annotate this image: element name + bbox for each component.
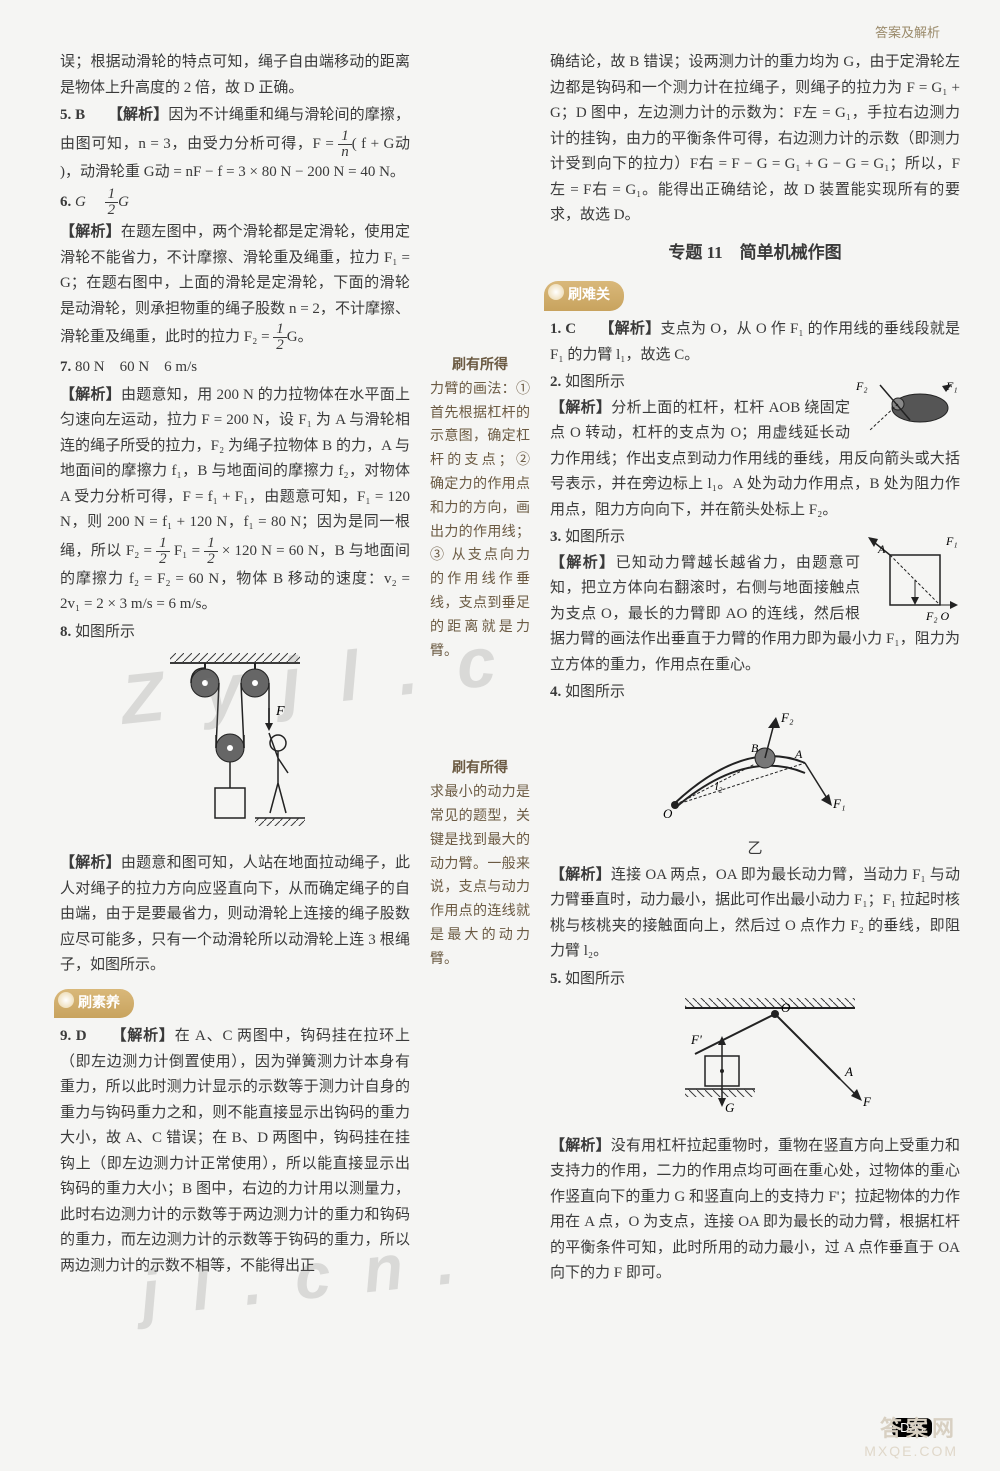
r4-caption: 乙 bbox=[550, 837, 960, 863]
svg-text:F: F bbox=[275, 704, 285, 719]
q7-frac-a: 12 bbox=[156, 536, 170, 567]
q7-exp-a: 由题意知，用 200 N 的力拉物体在水平面上匀速向左运动，拉力 F = 200… bbox=[60, 387, 410, 559]
r4: 4. 如图所示 bbox=[550, 680, 960, 706]
svg-text:A: A bbox=[844, 1064, 853, 1079]
r5-exp-text: 没有用杠杆拉起重物时，重物在竖直方向上受重力和支持力的作用，二力的作用点均可画在… bbox=[550, 1138, 960, 1282]
margin-note-1: 刷有所得 力臂的画法：① 首先根据杠杆的示意图，确定杠杆的支点；② 确定力的作用… bbox=[430, 354, 530, 663]
svg-text:F₂: F₂ bbox=[855, 379, 868, 393]
q7-ans: 80 N 60 N 6 m/s bbox=[75, 359, 197, 375]
q6-exp-text: 在题左图中，两个滑轮都是定滑轮，使用定滑轮不能省力，不计摩擦、滑轮重及绳重，拉力… bbox=[60, 224, 410, 345]
page: 误；根据动滑轮的特点可知，绳子自由端移动的距离是物体上升高度的 2 倍，故 D … bbox=[0, 0, 1000, 1319]
footer-cn: 答案网 bbox=[864, 1411, 958, 1443]
r5: 5. 如图所示 bbox=[550, 967, 960, 993]
q6-ans-a: G bbox=[75, 194, 86, 210]
q8-text: 如图所示 bbox=[75, 624, 135, 640]
r4-exp-label: 【解析】 bbox=[550, 867, 611, 883]
q4-continuation: 误；根据动滑轮的特点可知，绳子自由端移动的距离是物体上升高度的 2 倍，故 D … bbox=[60, 50, 410, 101]
topic-title: 专题 11 简单机械作图 bbox=[550, 239, 960, 268]
q8-num: 8. bbox=[60, 624, 71, 640]
svg-text:F₂ O: F₂ O bbox=[925, 609, 950, 623]
q8-exp-text: 由题意和图可知，人站在地面拉动绳子，此人对绳子的拉力方向应竖直向下，从而确定绳子… bbox=[60, 855, 410, 973]
svg-text:F₁: F₁ bbox=[832, 796, 845, 811]
q5-frac: 1n bbox=[338, 129, 352, 160]
q7-exp-label: 【解析】 bbox=[60, 387, 121, 403]
note1-title: 刷有所得 bbox=[430, 354, 530, 378]
r4-figure: O F₁ F₂ A B l₂ 乙 bbox=[550, 708, 960, 863]
q7-frac-b: 12 bbox=[204, 536, 218, 567]
q9-continuation: 确结论，故 B 错误；设两测力计的重力均为 G，由于定滑轮左边都是钩码和一个测力… bbox=[550, 50, 960, 229]
q7-num: 7. bbox=[60, 359, 71, 375]
q8-figure: F bbox=[60, 653, 410, 843]
r5-exp-label: 【解析】 bbox=[550, 1138, 611, 1154]
svg-text:F': F' bbox=[690, 1032, 702, 1047]
r3-figure: A F₁ F₂ O bbox=[860, 525, 960, 625]
q6-exp: 【解析】在题左图中，两个滑轮都是定滑轮，使用定滑轮不能省力，不计摩擦、滑轮重及绳… bbox=[60, 220, 410, 353]
q5: 5. B 【解析】因为不计绳重和绳与滑轮间的摩擦，由图可知，n = 3，由受力分… bbox=[60, 103, 410, 185]
r5-text: 如图所示 bbox=[565, 971, 625, 987]
q6-exp-label: 【解析】 bbox=[60, 224, 121, 240]
note1-body: 力臂的画法：① 首先根据杠杆的示意图，确定杠杆的支点；② 确定力的作用点和力的方… bbox=[430, 378, 530, 664]
footer-watermark: 答案网 MXQE.COM bbox=[864, 1411, 958, 1459]
svg-text:G: G bbox=[725, 1100, 735, 1115]
r4-num: 4. bbox=[550, 684, 561, 700]
note2-body: 求最小的动力是常见的题型，关键是找到最大的动力臂。一般来说，支点与动力作用点的连… bbox=[430, 781, 530, 971]
svg-text:A: A bbox=[877, 542, 886, 556]
r1: 1. C 【解析】支点为 O，从 O 作 F₁ 的作用线的垂线段就是 F₁ 的力… bbox=[550, 317, 960, 368]
r2: 2. 如图所示 F₁ F₂ 【解析】分析上面的杠杆，杠杆 AOB 绕固定点 O … bbox=[550, 370, 960, 523]
q8: 8. 如图所示 bbox=[60, 620, 410, 646]
q6-ans-frac: 12 bbox=[105, 187, 119, 218]
r1-num: 1. bbox=[550, 321, 561, 337]
badge-nanguan: 刷难关 bbox=[544, 281, 624, 311]
q5-num: 5. bbox=[60, 107, 71, 123]
q6: 6. G 12G bbox=[60, 187, 410, 218]
r4-exp-text: 连接 OA 两点，OA 即为最长动力臂，当动力 F₁ 与动力臂垂直时，动力最小，… bbox=[550, 867, 960, 960]
margin-note-2: 刷有所得 求最小的动力是常见的题型，关键是找到最大的动力臂。一般来说，支点与动力… bbox=[430, 757, 530, 971]
r3-text: 如图所示 bbox=[565, 529, 625, 545]
svg-text:A: A bbox=[794, 747, 803, 761]
r3-exp-label: 【解析】 bbox=[550, 555, 616, 571]
r4-exp: 【解析】连接 OA 两点，OA 即为最长动力臂，当动力 F₁ 与动力臂垂直时，动… bbox=[550, 863, 960, 965]
svg-text:O: O bbox=[781, 1000, 791, 1015]
svg-text:F₂: F₂ bbox=[780, 710, 794, 725]
svg-text:F₁: F₁ bbox=[945, 534, 958, 548]
svg-text:F: F bbox=[862, 1094, 872, 1109]
q7: 7. 80 N 60 N 6 m/s bbox=[60, 355, 410, 381]
r5-exp: 【解析】没有用杠杆拉起重物时，重物在竖直方向上受重力和支持力的作用，二力的作用点… bbox=[550, 1134, 960, 1287]
r5-figure: O A F G F' bbox=[550, 994, 960, 1134]
right-column: 确结论，故 B 错误；设两测力计的重力均为 G，由于定滑轮左边都是钩码和一个测力… bbox=[550, 50, 960, 1289]
margin-column: 刷有所得 力臂的画法：① 首先根据杠杆的示意图，确定杠杆的支点；② 确定力的作用… bbox=[430, 50, 530, 1289]
q6-frac2: 12 bbox=[273, 322, 287, 353]
q8-exp-label: 【解析】 bbox=[60, 855, 121, 871]
r5-num: 5. bbox=[550, 971, 561, 987]
r3-num: 3. bbox=[550, 529, 561, 545]
q7-exp: 【解析】由题意知，用 200 N 的力拉物体在水平面上匀速向左运动，拉力 F =… bbox=[60, 383, 410, 618]
q6-exp-tail: G。 bbox=[287, 329, 313, 345]
svg-text:O: O bbox=[663, 806, 673, 821]
r1-ans: C bbox=[565, 321, 576, 337]
svg-text:l₂: l₂ bbox=[715, 779, 723, 793]
q9-num: 9. bbox=[60, 1028, 71, 1044]
q9-ans: D bbox=[76, 1028, 87, 1044]
q9-exp-label: 【解析】 bbox=[112, 1028, 175, 1044]
svg-text:B: B bbox=[751, 741, 759, 755]
note2-title: 刷有所得 bbox=[430, 757, 530, 781]
r2-figure: F₁ F₂ bbox=[850, 370, 960, 440]
r4-text: 如图所示 bbox=[565, 684, 625, 700]
q7-exp-mid: F₁ = bbox=[170, 542, 205, 558]
q9-exp-text: 在 A、C 两图中，钩码挂在拉环上（即左边测力计倒置使用），因为弹簧测力计本身有… bbox=[60, 1028, 410, 1274]
r1-exp-label: 【解析】 bbox=[599, 321, 660, 337]
q5-exp-label: 【解析】 bbox=[108, 107, 168, 123]
q5-answer: B bbox=[75, 107, 85, 123]
q9: 9. D 【解析】在 A、C 两图中，钩码挂在拉环上（即左边测力计倒置使用），因… bbox=[60, 1024, 410, 1279]
q8-exp: 【解析】由题意和图可知，人站在地面拉动绳子，此人对绳子的拉力方向应竖直向下，从而… bbox=[60, 851, 410, 979]
r2-exp-label: 【解析】 bbox=[550, 400, 611, 416]
r3: 3. 如图所示 A F₁ F₂ O 【解析】已知动力臂越长越省力，由题意可知，把… bbox=[550, 525, 960, 678]
q6-ans-b: G bbox=[118, 194, 129, 210]
footer-url: MXQE.COM bbox=[864, 1443, 958, 1459]
left-column: 误；根据动滑轮的特点可知，绳子自由端移动的距离是物体上升高度的 2 倍，故 D … bbox=[60, 50, 410, 1289]
q6-num: 6. bbox=[60, 194, 71, 210]
r2-text: 如图所示 bbox=[565, 374, 625, 390]
r2-num: 2. bbox=[550, 374, 561, 390]
badge-suyang: 刷素养 bbox=[54, 989, 134, 1019]
